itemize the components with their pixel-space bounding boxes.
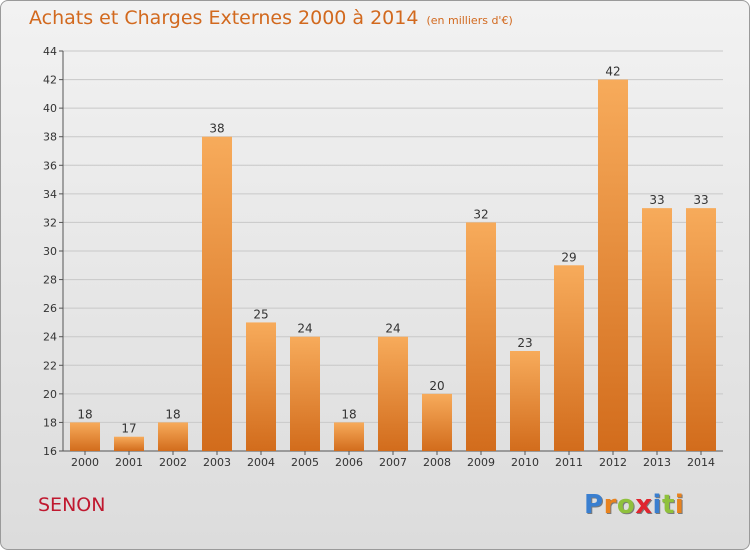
- logo-letter: x: [635, 490, 653, 520]
- bar-2003: [202, 136, 232, 451]
- x-tick-label-2014: 2014: [687, 456, 715, 469]
- data-label-2003: 38: [209, 122, 224, 136]
- logo-letter: o: [616, 490, 636, 520]
- bar-2013: [642, 208, 672, 451]
- chart-title: Achats et Charges Externes 2000 à 2014 (e…: [29, 7, 513, 29]
- data-label-2000: 18: [77, 407, 92, 421]
- data-label-2012: 42: [605, 65, 620, 79]
- logo-letter: i: [674, 490, 685, 520]
- x-tick-label-2012: 2012: [599, 456, 627, 469]
- x-tick-labels: 2000 2001 2002 2003 2004 2005 2006 2007 2008 2009…: [71, 451, 715, 469]
- x-tick-label-2005: 2005: [291, 456, 319, 469]
- x-tick-label-2006: 2006: [335, 456, 363, 469]
- data-label-2011: 29: [561, 250, 576, 264]
- bar-2011: [554, 265, 584, 451]
- x-tick-label-2003: 2003: [203, 456, 231, 469]
- y-tick-label: 34: [43, 188, 57, 201]
- x-tick-label-2002: 2002: [159, 456, 187, 469]
- y-tick-label: 42: [43, 74, 57, 87]
- y-tick-label: 20: [43, 388, 57, 401]
- bar-2014: [686, 208, 716, 451]
- logo-letter: P: [584, 490, 604, 520]
- x-tick-label-2001: 2001: [115, 456, 143, 469]
- bar-2000: [70, 422, 100, 451]
- bar-2007: [378, 336, 408, 451]
- bar-2002: [158, 422, 188, 451]
- y-tick-label: 22: [43, 359, 57, 372]
- data-label-2004: 25: [253, 307, 268, 321]
- y-tick-label: 26: [43, 302, 57, 315]
- logo-letter: i: [652, 490, 662, 520]
- data-label-2008: 20: [429, 379, 444, 393]
- data-label-2009: 32: [473, 207, 488, 221]
- bar-2008: [422, 393, 452, 451]
- x-tick-label-2013: 2013: [643, 456, 671, 469]
- bar-2004: [246, 322, 276, 451]
- y-tick-label: 16: [43, 445, 57, 458]
- data-label-2014: 33: [693, 193, 708, 207]
- x-tick-label-2011: 2011: [555, 456, 583, 469]
- y-tick-label: 36: [43, 159, 57, 172]
- data-label-2002: 18: [165, 407, 180, 421]
- bar-2009: [466, 222, 496, 451]
- y-tick-label: 24: [43, 331, 57, 344]
- data-label-2001: 17: [121, 422, 136, 436]
- town-name: SENON: [38, 494, 106, 516]
- logo-letter: t: [661, 490, 675, 520]
- bar-2001: [114, 436, 144, 451]
- data-label-2006: 18: [341, 407, 356, 421]
- chart-unit: (en milliers d'€): [426, 14, 513, 27]
- y-tick-label: 44: [43, 45, 57, 58]
- x-tick-label-2004: 2004: [247, 456, 275, 469]
- x-tick-label-2010: 2010: [511, 456, 539, 469]
- y-tick-label: 30: [43, 245, 57, 258]
- data-labels: 18 17 18 38 25 24 18 24 20 32 23 29 42 33 33: [77, 65, 708, 436]
- bar-2012: [598, 79, 628, 452]
- bar-2006: [334, 422, 364, 451]
- bar-2010: [510, 351, 540, 451]
- data-label-2005: 24: [297, 322, 312, 336]
- bars: [70, 79, 716, 452]
- bar-2005: [290, 336, 320, 451]
- x-tick-label-2009: 2009: [467, 456, 495, 469]
- y-tick-label: 32: [43, 216, 57, 229]
- data-label-2010: 23: [517, 336, 532, 350]
- chart-title-text: Achats et Charges Externes 2000 à 2014: [29, 7, 419, 29]
- y-tick-label: 18: [43, 416, 57, 429]
- y-tick-label: 28: [43, 274, 57, 287]
- y-tick-label: 40: [43, 102, 57, 115]
- x-tick-label-2007: 2007: [379, 456, 407, 469]
- data-label-2013: 33: [649, 193, 664, 207]
- data-label-2007: 24: [385, 322, 400, 336]
- proxiti-logo: Proxiti: [584, 490, 684, 520]
- x-tick-label-2008: 2008: [423, 456, 451, 469]
- x-tick-label-2000: 2000: [71, 456, 99, 469]
- logo-letter: r: [603, 490, 617, 520]
- y-tick-label: 38: [43, 131, 57, 144]
- y-tick-labels: 16 18 20 22 24 26 28 30 32 34 36 38 40 42 44: [43, 45, 57, 458]
